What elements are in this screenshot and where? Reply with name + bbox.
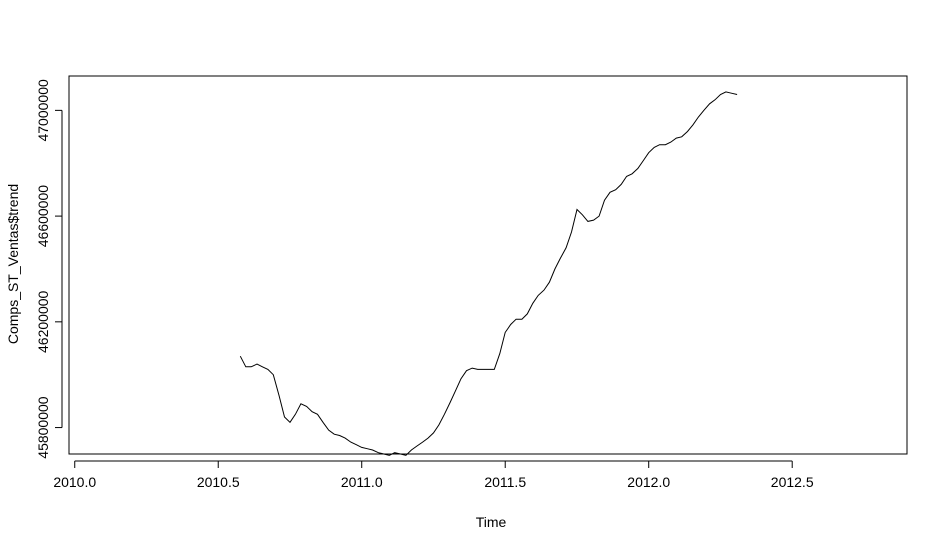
plot-frame <box>68 75 908 455</box>
y-tick-label: 46600000 <box>35 185 51 248</box>
x-tick-label: 2011.0 <box>341 474 383 490</box>
y-tick-label: 45800000 <box>35 396 51 459</box>
y-axis: 45800000 46200000 46600000 47000000 <box>35 79 63 459</box>
y-tick-label: 46200000 <box>35 290 51 353</box>
x-tick-label: 2011.5 <box>484 474 526 490</box>
x-tick-label: 2012.0 <box>627 474 670 490</box>
y-tick-label: 47000000 <box>35 79 51 142</box>
x-tick-label: 2010.0 <box>53 474 96 490</box>
trend-line <box>239 91 738 456</box>
y-axis-title: Comps_ST_Ventas$trend <box>5 184 21 344</box>
x-tick-label: 2010.5 <box>197 474 240 490</box>
x-axis-title: Time <box>476 514 507 530</box>
x-axis: 2010.0 2010.5 2011.0 2011.5 2012.0 2012.5 <box>53 460 814 490</box>
x-tick-label: 2012.5 <box>771 474 814 490</box>
